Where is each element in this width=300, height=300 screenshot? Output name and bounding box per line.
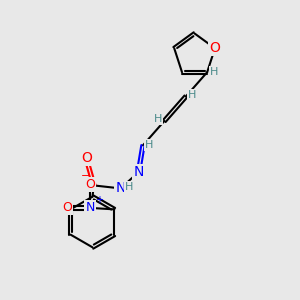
Text: N: N bbox=[116, 182, 126, 195]
Text: H: H bbox=[125, 182, 133, 192]
Text: +: + bbox=[95, 194, 103, 205]
Text: O: O bbox=[81, 151, 92, 165]
Text: O: O bbox=[62, 201, 72, 214]
Text: H: H bbox=[209, 67, 218, 77]
Text: N: N bbox=[85, 201, 94, 214]
Text: H: H bbox=[154, 115, 162, 124]
Text: N: N bbox=[133, 165, 144, 179]
Text: O: O bbox=[209, 41, 220, 55]
Text: H: H bbox=[145, 140, 154, 150]
Text: −: − bbox=[81, 171, 90, 182]
Text: O: O bbox=[85, 178, 95, 191]
Text: H: H bbox=[188, 90, 196, 100]
